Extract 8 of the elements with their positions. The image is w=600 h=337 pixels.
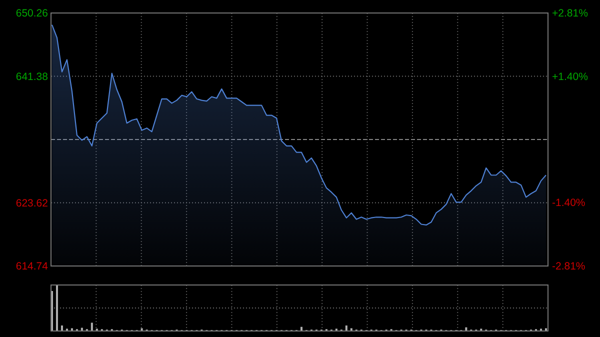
y2-tick-label: +2.81% bbox=[552, 8, 588, 20]
y-tick-label: 623.62 bbox=[16, 197, 48, 210]
y-tick-label: 650.26 bbox=[16, 8, 48, 20]
y2-tick-label: -1.40% bbox=[552, 197, 586, 210]
y2-tick-label: -2.81% bbox=[552, 260, 586, 273]
y-tick-label: 614.74 bbox=[16, 260, 48, 273]
y2-tick-label: +1.40% bbox=[552, 71, 588, 84]
y-tick-label: 641.38 bbox=[16, 70, 48, 83]
